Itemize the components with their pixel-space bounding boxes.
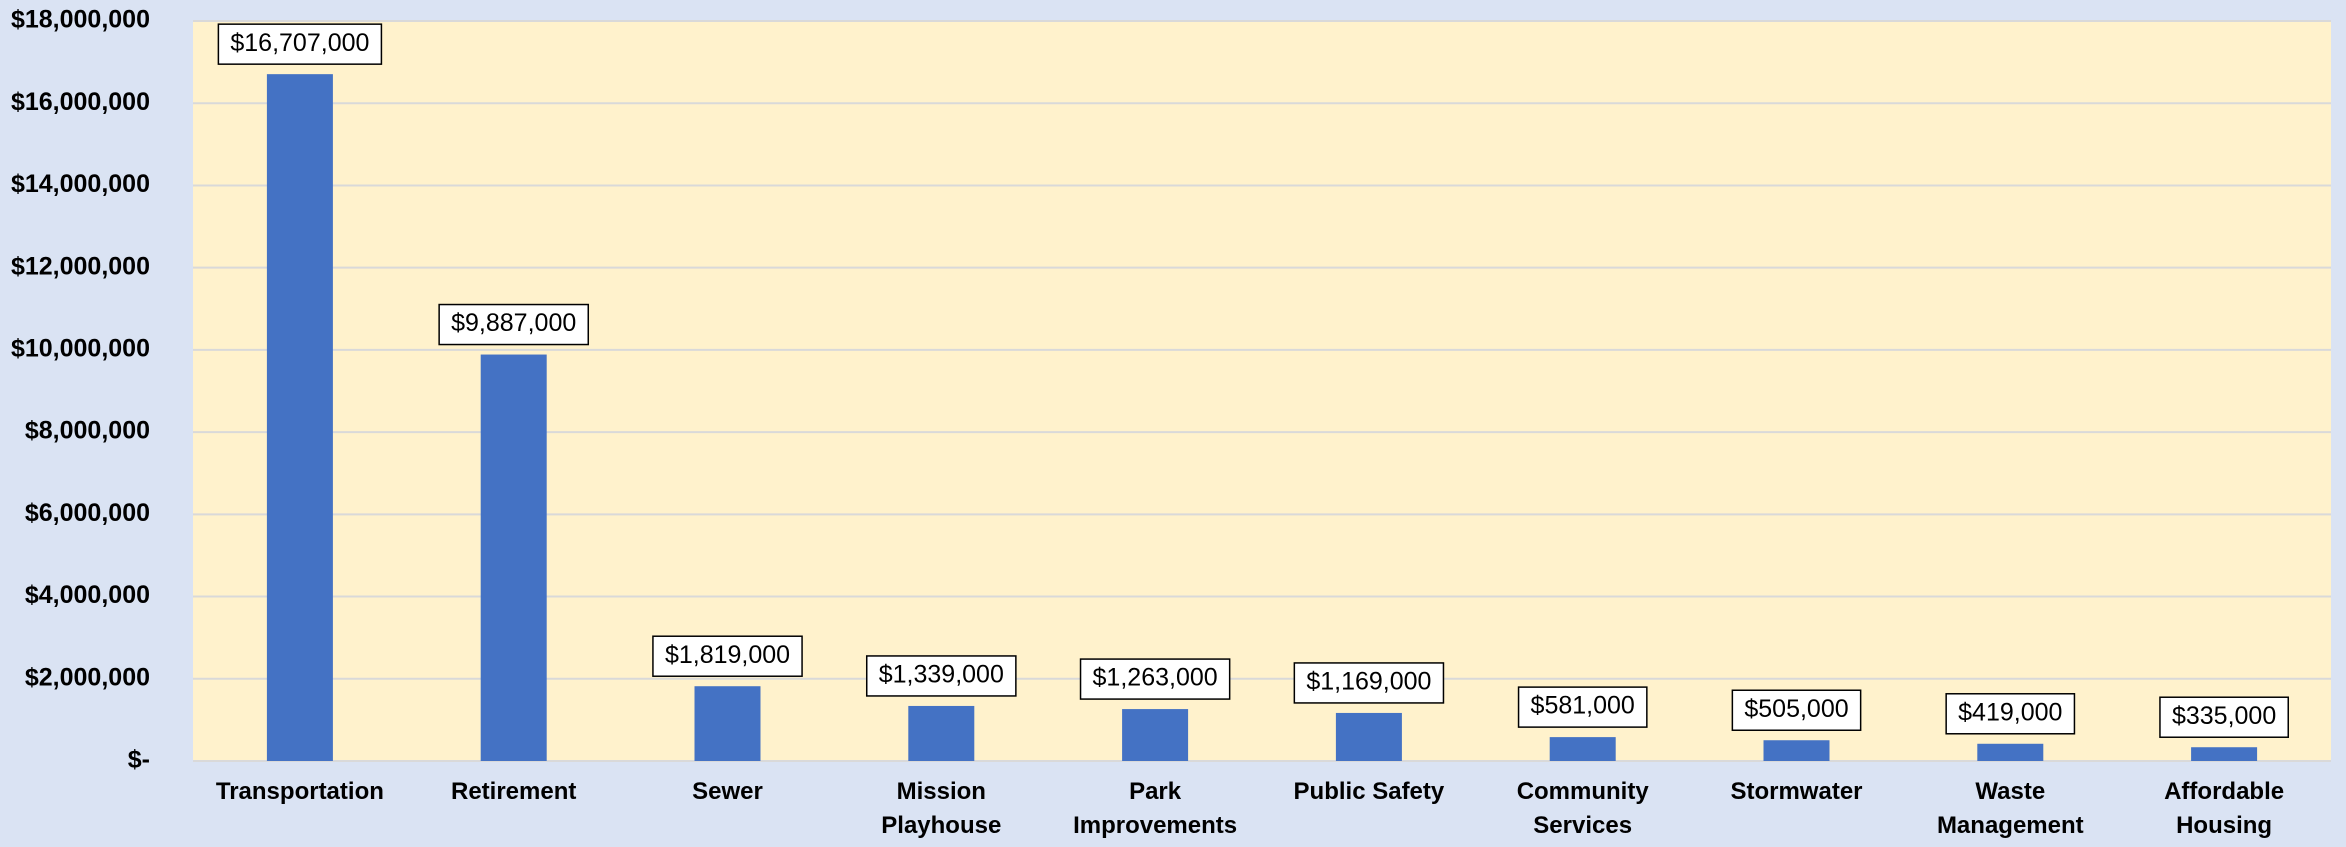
y-tick-label: $16,000,000 <box>11 88 150 116</box>
x-tick-label: Community Services <box>1516 778 1649 839</box>
x-tick-label: Transportation <box>215 778 384 805</box>
bar <box>1763 740 1830 761</box>
value-label: $1,263,000 <box>1093 664 1218 692</box>
value-label-box <box>1945 693 2076 735</box>
value-label: $505,000 <box>1744 695 1848 723</box>
value-label-box <box>865 655 1017 697</box>
x-tick-label: Waste Management <box>1936 778 2084 839</box>
value-label-box <box>2159 696 2289 738</box>
bar <box>2191 747 2258 761</box>
value-label-box <box>438 303 590 346</box>
y-tick-label: $10,000,000 <box>11 334 150 362</box>
x-tick-label: Affordable Housing <box>2164 778 2285 839</box>
y-tick-label: $12,000,000 <box>11 252 150 280</box>
y-tick-label: $6,000,000 <box>25 499 150 527</box>
y-tick-label: $2,000,000 <box>25 663 150 691</box>
bar <box>1335 712 1402 761</box>
x-tick-label: Park Improvements <box>1073 778 1238 839</box>
y-tick-label: $18,000,000 <box>11 6 150 34</box>
x-tick-label: Public Safety <box>1293 778 1445 805</box>
x-tick-label: Sewer <box>692 778 763 805</box>
y-tick-label: $- <box>128 746 150 774</box>
value-label-box <box>217 23 383 65</box>
value-label-box <box>1293 662 1445 704</box>
plot-area <box>193 21 2331 761</box>
value-label: $16,707,000 <box>230 29 369 57</box>
value-label: $581,000 <box>1531 692 1635 720</box>
x-tick-label: Mission Playhouse <box>881 778 1002 839</box>
y-tick-label: $14,000,000 <box>11 170 150 198</box>
value-label: $1,819,000 <box>665 641 790 669</box>
value-label-box <box>652 635 803 677</box>
bar <box>908 705 975 761</box>
bar <box>266 74 333 761</box>
value-label-box <box>1731 689 1862 731</box>
value-label: $1,339,000 <box>879 661 1004 689</box>
x-tick-label: Retirement <box>451 778 577 805</box>
value-label: $335,000 <box>2172 702 2276 730</box>
bar <box>480 354 547 761</box>
y-tick-label: $4,000,000 <box>25 581 150 609</box>
bar <box>1549 737 1616 761</box>
x-tick-label: Stormwater <box>1730 778 1863 805</box>
y-tick-label: $8,000,000 <box>25 417 150 445</box>
value-label: $9,887,000 <box>451 309 576 337</box>
value-label-box <box>1517 686 1648 728</box>
value-label: $419,000 <box>1958 698 2062 726</box>
bar <box>1977 743 2044 761</box>
value-label: $1,169,000 <box>1306 668 1431 696</box>
value-label-box <box>1079 658 1231 700</box>
bar <box>1122 709 1189 761</box>
bar <box>694 686 761 761</box>
